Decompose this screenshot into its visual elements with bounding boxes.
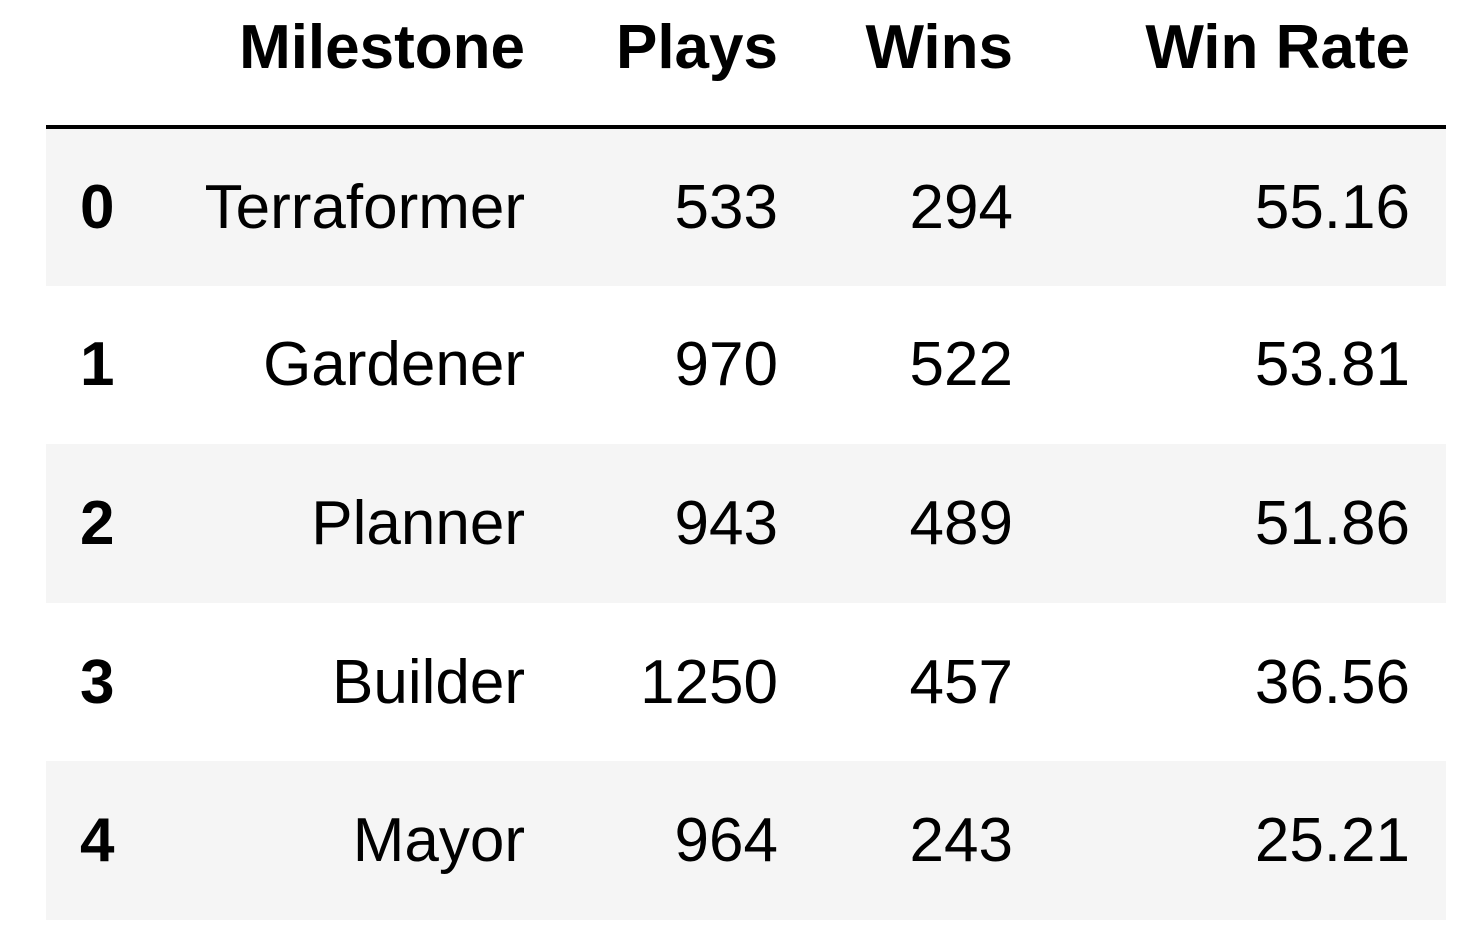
cell-win-rate: 25.21 [1254, 806, 1410, 876]
data-table: Milestone Plays Wins Win Rate 0 Terrafor… [46, 0, 1446, 920]
header-milestone: Milestone [151, 0, 561, 129]
cell-wins: 243 [909, 806, 1013, 876]
cell-wins: 522 [909, 330, 1013, 400]
table-body: 0 Terraformer 533 294 55.16 1 Gardener 9… [46, 127, 1446, 920]
row-index: 2 [80, 488, 115, 558]
row-index: 1 [80, 330, 115, 400]
cell-win-rate: 53.81 [1254, 330, 1410, 400]
cell-win-rate: 36.56 [1254, 647, 1410, 717]
table-header: Milestone Plays Wins Win Rate [46, 0, 1446, 129]
cell-milestone: Mayor [352, 806, 525, 876]
cell-milestone: Gardener [263, 330, 525, 400]
cell-milestone: Builder [332, 647, 525, 717]
table-row: 4 Mayor 964 243 25.21 [46, 761, 1446, 920]
row-index: 0 [80, 172, 115, 242]
header-plays: Plays [561, 0, 814, 129]
cell-win-rate: 55.16 [1254, 172, 1410, 242]
cell-wins: 294 [909, 172, 1013, 242]
cell-plays: 964 [674, 806, 778, 876]
table-row: 1 Gardener 970 522 53.81 [46, 285, 1446, 445]
table-row: 3 Builder 1250 457 36.56 [46, 602, 1446, 762]
table-row: 2 Planner 943 489 51.86 [46, 444, 1446, 603]
cell-wins: 457 [909, 647, 1013, 717]
cell-milestone: Planner [311, 488, 525, 558]
header-wins: Wins [814, 0, 1049, 129]
row-index: 3 [80, 647, 115, 717]
cell-plays: 943 [674, 488, 778, 558]
table-row: 0 Terraformer 533 294 55.16 [46, 127, 1446, 286]
header-index [46, 0, 151, 129]
row-index: 4 [80, 806, 115, 876]
cell-win-rate: 51.86 [1254, 488, 1410, 558]
cell-milestone: Terraformer [204, 172, 525, 242]
header-win-rate: Win Rate [1049, 0, 1446, 129]
cell-plays: 1250 [640, 647, 778, 717]
header-row: Milestone Plays Wins Win Rate [46, 0, 1446, 129]
cell-plays: 970 [674, 330, 778, 400]
cell-plays: 533 [674, 172, 778, 242]
cell-wins: 489 [909, 488, 1013, 558]
